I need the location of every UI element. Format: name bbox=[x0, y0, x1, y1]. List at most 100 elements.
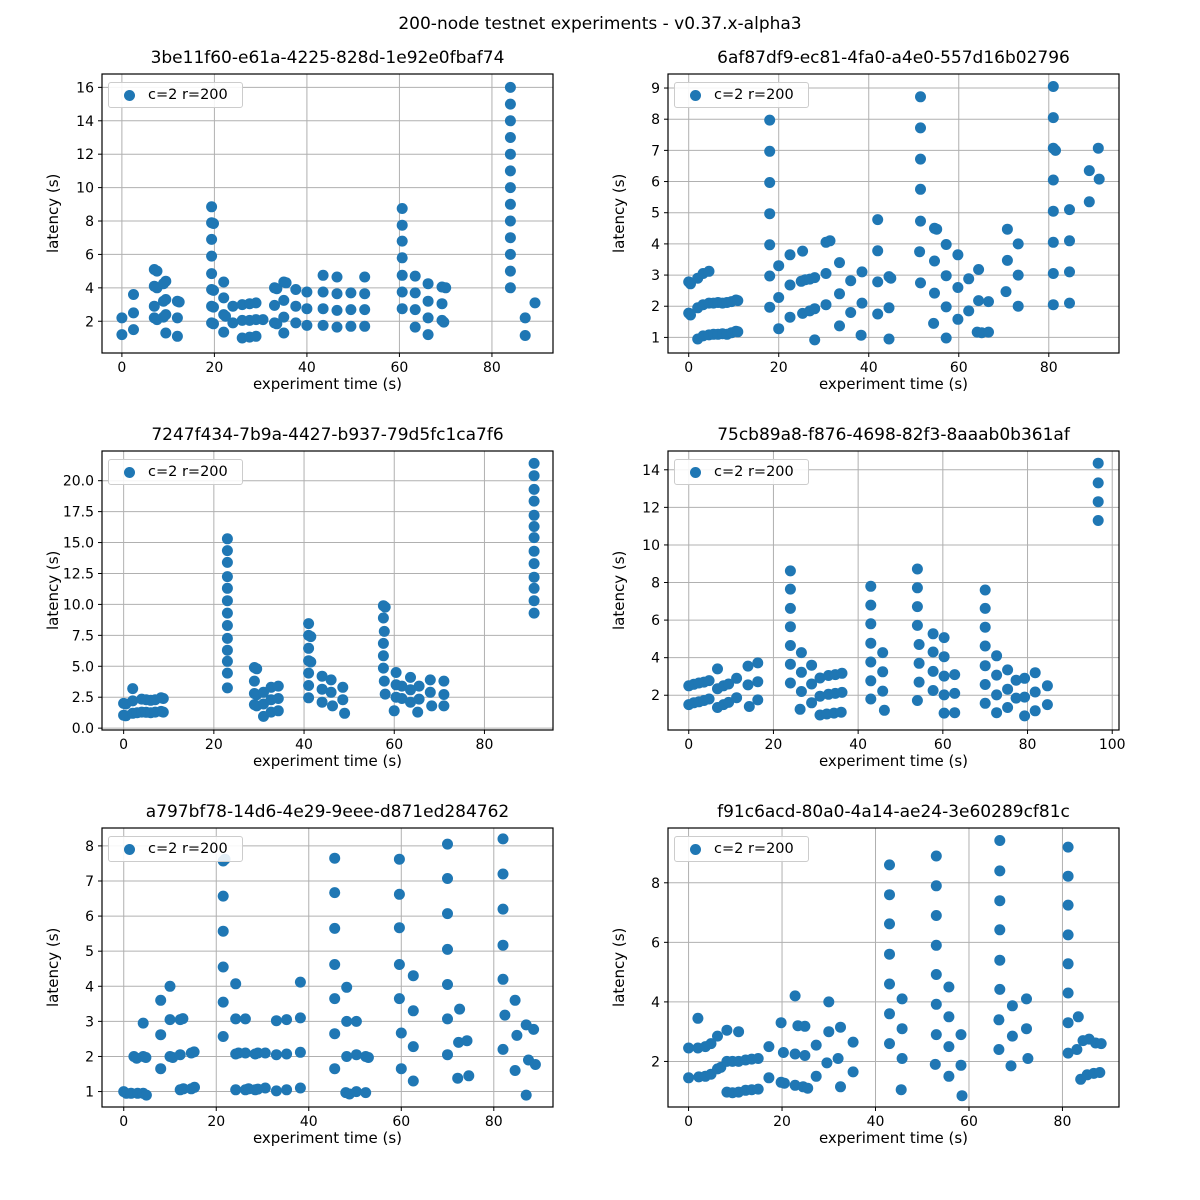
x-tick-label: 0 bbox=[117, 360, 126, 376]
data-point bbox=[393, 853, 405, 865]
data-point bbox=[329, 993, 341, 1005]
data-point bbox=[943, 1041, 955, 1053]
data-point bbox=[528, 457, 540, 469]
data-point bbox=[938, 707, 950, 719]
data-point bbox=[743, 701, 755, 712]
data-point bbox=[938, 651, 950, 663]
data-point bbox=[424, 686, 436, 698]
data-point bbox=[528, 545, 540, 557]
data-point bbox=[1062, 841, 1074, 853]
data-point bbox=[341, 1051, 353, 1062]
y-tick-label: 6 bbox=[85, 247, 94, 263]
scatter-series bbox=[116, 81, 541, 344]
data-point bbox=[140, 1052, 152, 1063]
data-point bbox=[116, 329, 128, 341]
data-point bbox=[1021, 1023, 1032, 1035]
data-point bbox=[1002, 683, 1014, 695]
data-point bbox=[911, 619, 923, 631]
data-point bbox=[221, 655, 233, 667]
data-point bbox=[721, 1024, 733, 1036]
data-point bbox=[705, 1038, 717, 1050]
data-point bbox=[1022, 1053, 1034, 1064]
data-point bbox=[208, 218, 219, 229]
data-point bbox=[294, 976, 306, 988]
data-point bbox=[497, 833, 509, 845]
legend: c=2 r=200 bbox=[108, 82, 243, 108]
data-point bbox=[409, 321, 421, 333]
data-point bbox=[836, 686, 848, 698]
data-point bbox=[393, 888, 405, 900]
data-point bbox=[520, 1089, 532, 1101]
data-point bbox=[221, 545, 233, 557]
data-point bbox=[764, 270, 776, 282]
data-point bbox=[742, 679, 754, 691]
data-point bbox=[943, 1070, 955, 1082]
data-point bbox=[127, 695, 139, 707]
data-point bbox=[821, 1057, 833, 1069]
data-point bbox=[1083, 196, 1095, 208]
data-point bbox=[529, 1059, 541, 1070]
data-point bbox=[773, 323, 785, 335]
data-point bbox=[979, 584, 991, 596]
y-tick-label: 6 bbox=[651, 175, 660, 191]
data-point bbox=[820, 268, 832, 279]
data-point bbox=[938, 632, 950, 644]
axes-frame bbox=[101, 73, 554, 354]
data-point bbox=[316, 696, 328, 708]
data-point bbox=[377, 662, 389, 674]
data-point bbox=[928, 317, 940, 329]
data-point bbox=[206, 268, 218, 280]
data-point bbox=[379, 688, 391, 700]
scatter-series bbox=[683, 457, 1104, 722]
data-point bbox=[764, 114, 776, 126]
data-point bbox=[116, 312, 128, 324]
data-point bbox=[1047, 299, 1059, 311]
data-point bbox=[1047, 205, 1059, 217]
legend-marker-icon bbox=[690, 89, 701, 101]
data-point bbox=[983, 326, 994, 338]
data-point bbox=[528, 483, 540, 495]
data-point bbox=[272, 705, 284, 717]
y-tick-label: 8 bbox=[651, 576, 660, 592]
x-tick-label: 40 bbox=[867, 1114, 885, 1130]
data-point bbox=[345, 320, 357, 332]
data-point bbox=[731, 692, 743, 704]
data-point bbox=[872, 276, 884, 288]
data-point bbox=[1010, 674, 1022, 686]
data-point bbox=[206, 250, 218, 262]
data-point bbox=[529, 297, 541, 309]
data-point bbox=[1094, 1067, 1106, 1078]
data-point bbox=[991, 707, 1003, 719]
data-point bbox=[177, 1083, 189, 1095]
data-point bbox=[877, 666, 889, 678]
subplot-75cb89a8: 75cb89a8-f876-4698-82f3-8aaab0b361af lat… bbox=[610, 425, 1126, 770]
data-point bbox=[303, 618, 315, 630]
data-point bbox=[775, 1017, 787, 1029]
subplot-a797bf78: a797bf78-14d6-4e29-9eee-d871ed284762 lat… bbox=[44, 802, 554, 1147]
data-point bbox=[784, 640, 796, 651]
data-point bbox=[528, 582, 540, 594]
data-point bbox=[230, 978, 242, 990]
data-point bbox=[217, 996, 229, 1008]
data-point bbox=[301, 319, 313, 331]
legend-marker-icon bbox=[124, 466, 135, 478]
x-tick-label: 80 bbox=[485, 1114, 503, 1130]
data-point bbox=[834, 288, 845, 300]
data-point bbox=[497, 939, 509, 951]
data-point bbox=[930, 939, 942, 951]
data-point bbox=[528, 595, 540, 607]
data-point bbox=[442, 943, 453, 955]
data-point bbox=[438, 316, 450, 328]
legend: c=2 r=200 bbox=[674, 836, 809, 862]
data-point bbox=[930, 969, 942, 980]
subplot-title: 6af87df9-ec81-4fa0-a4e0-557d16b02796 bbox=[717, 48, 1070, 68]
data-point bbox=[1047, 174, 1059, 186]
data-point bbox=[952, 282, 964, 293]
data-point bbox=[504, 182, 516, 194]
data-point bbox=[845, 307, 857, 318]
data-point bbox=[504, 282, 516, 294]
data-point bbox=[764, 145, 776, 157]
data-point bbox=[1062, 987, 1074, 999]
data-point bbox=[221, 682, 233, 694]
data-point bbox=[504, 98, 516, 110]
